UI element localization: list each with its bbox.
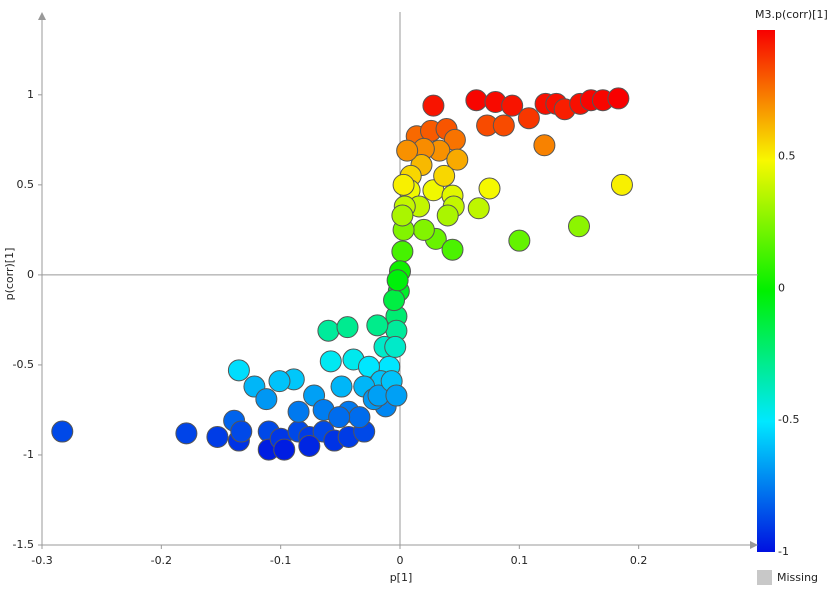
point: [273, 438, 296, 461]
point: [446, 148, 469, 171]
x-tick-label: 0.2: [630, 554, 648, 567]
point: [533, 134, 556, 157]
x-axis-arrow: [750, 541, 758, 549]
x-tick-label: 0: [397, 554, 404, 567]
x-tick-label: -0.1: [270, 554, 291, 567]
point: [227, 359, 250, 382]
colorbar: [757, 30, 775, 552]
point: [287, 400, 310, 423]
point: [478, 177, 501, 200]
point: [330, 375, 353, 398]
y-axis-arrow: [38, 12, 46, 20]
y-axis-title: p(corr)[1]: [3, 248, 16, 301]
point: [568, 215, 590, 238]
point: [610, 173, 633, 196]
missing-swatch: [757, 570, 772, 585]
colorbar-tick-label: 0: [778, 281, 785, 294]
point: [255, 388, 278, 411]
point: [391, 204, 414, 227]
point: [298, 434, 321, 457]
point: [206, 425, 229, 448]
point: [492, 114, 515, 137]
point: [383, 289, 406, 312]
y-tick-label: -0.5: [13, 358, 34, 371]
point: [396, 139, 419, 162]
point: [412, 218, 435, 241]
point: [175, 422, 198, 445]
point: [392, 173, 415, 196]
colorbar-tick-label: 0.5: [778, 150, 796, 163]
point: [501, 94, 524, 117]
point: [51, 420, 74, 443]
point: [268, 370, 291, 393]
point: [348, 406, 371, 429]
point: [517, 107, 540, 130]
y-tick-label: -1: [23, 448, 34, 461]
point: [317, 319, 340, 342]
x-tick-label: 0.1: [511, 554, 529, 567]
point: [386, 269, 409, 292]
colorbar-tick-label: -0.5: [778, 413, 799, 426]
point: [433, 164, 456, 187]
x-tick-label: -0.2: [151, 554, 172, 567]
y-tick-label: 1: [27, 88, 34, 101]
point: [319, 350, 342, 373]
point: [328, 406, 351, 429]
point: [436, 204, 459, 227]
x-axis-title: p[1]: [390, 571, 413, 584]
point: [607, 87, 630, 110]
colorbar-title: M3.p(corr)[1]: [755, 8, 828, 21]
y-tick-label: -1.5: [13, 538, 34, 551]
point: [467, 197, 490, 220]
missing-label: Missing: [777, 571, 818, 584]
point: [441, 238, 464, 261]
point: [465, 89, 488, 112]
y-tick-label: 0: [27, 268, 34, 281]
point: [336, 316, 359, 339]
point: [391, 240, 414, 263]
colorbar-tick-label: -1: [778, 545, 789, 558]
y-tick-label: 0.5: [17, 178, 35, 191]
point: [422, 94, 445, 117]
point: [385, 384, 408, 407]
point: [230, 420, 253, 443]
point: [384, 335, 407, 358]
x-tick-label: -0.3: [31, 554, 52, 567]
point: [366, 314, 389, 337]
point: [508, 229, 531, 252]
